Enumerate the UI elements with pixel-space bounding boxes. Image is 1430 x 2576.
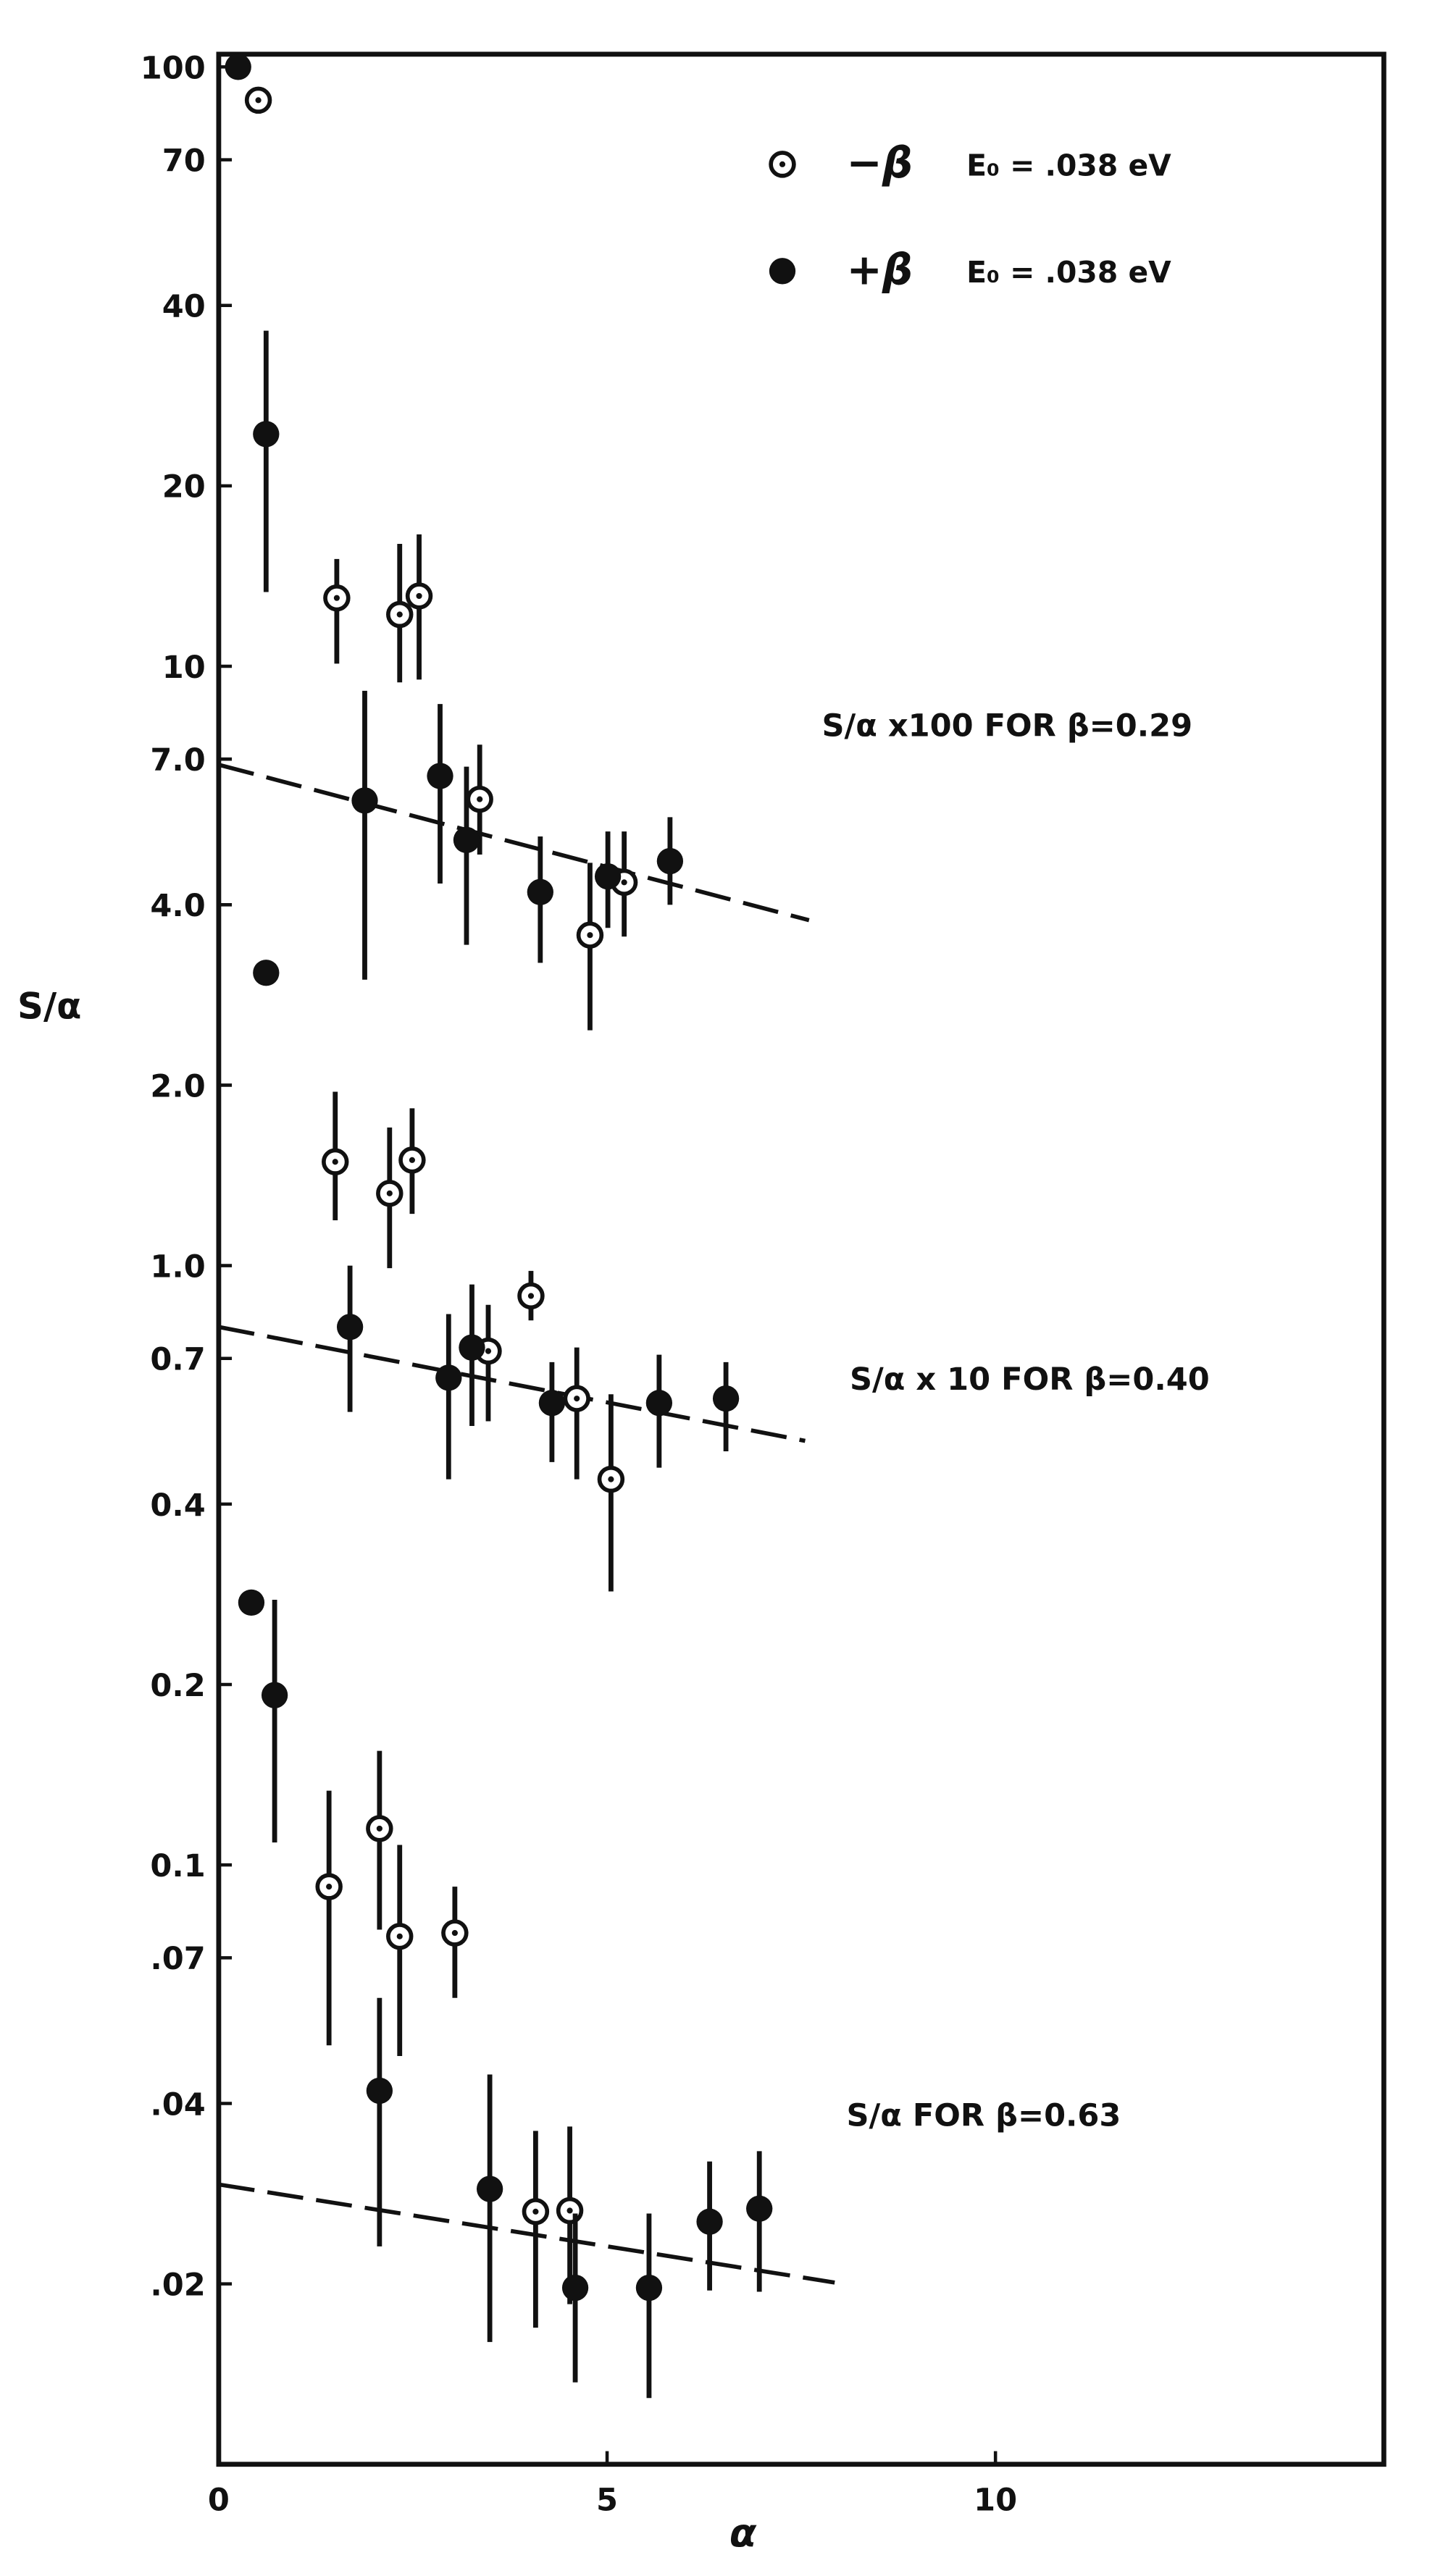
- point-dot: [326, 1884, 333, 1890]
- y-tick-label: 2.0: [150, 1068, 205, 1104]
- point-dot: [608, 1476, 614, 1482]
- point: [435, 1364, 462, 1391]
- y-tick-label: 7.0: [150, 742, 205, 779]
- point-dot: [477, 796, 483, 802]
- point: [459, 1334, 485, 1361]
- point: [656, 847, 684, 875]
- point: [527, 878, 553, 905]
- point-dot: [396, 1933, 403, 1939]
- y-tick-label: 20: [162, 469, 206, 505]
- point: [538, 1390, 566, 1417]
- y-tick-label: .04: [150, 2086, 205, 2123]
- point-dot: [527, 1293, 535, 1299]
- y-tick-label: 0.7: [150, 1342, 205, 1378]
- y-tick-label: 1.0: [150, 1249, 205, 1285]
- point-dot: [566, 2207, 573, 2214]
- x-tick-label: 5: [596, 2482, 618, 2518]
- y-tick-label: .07: [150, 1941, 205, 1977]
- y-tick-label: 40: [162, 289, 206, 325]
- point-dot: [386, 1190, 393, 1196]
- legend-label: +β: [846, 244, 913, 294]
- plot-frame: [216, 51, 1387, 2467]
- y-tick-label: 0.4: [150, 1488, 205, 1524]
- point-dot: [396, 611, 403, 618]
- point: [561, 2274, 589, 2302]
- y-tick-label: .02: [150, 2267, 205, 2303]
- point-dot: [333, 595, 340, 601]
- point: [712, 1385, 740, 1412]
- point: [351, 787, 378, 814]
- point-dot: [587, 932, 593, 939]
- point-dot: [255, 97, 262, 104]
- point-dot: [376, 1825, 382, 1832]
- point: [427, 763, 453, 789]
- point: [253, 421, 280, 448]
- y-axis-label: S/α: [17, 985, 81, 1027]
- y-tick-label: 70: [162, 143, 206, 179]
- point: [635, 2274, 663, 2302]
- point: [476, 2176, 503, 2202]
- point: [696, 2208, 723, 2235]
- point-dot: [409, 1157, 415, 1163]
- point: [238, 1589, 265, 1616]
- point-dot: [416, 592, 422, 600]
- point: [366, 2077, 393, 2105]
- y-tick-label: 10: [162, 650, 206, 686]
- x-axis-label: α: [729, 2509, 757, 2556]
- point: [336, 1314, 364, 1341]
- y-tick-label: 0.1: [150, 1848, 205, 1884]
- y-tick-label: 0.2: [150, 1668, 205, 1704]
- fit-line: [218, 1325, 806, 1443]
- point: [746, 2195, 773, 2222]
- point: [453, 826, 480, 854]
- fit-line: [218, 2182, 835, 2285]
- point: [225, 54, 251, 80]
- y-tick-label: 4.0: [150, 888, 205, 924]
- x-tick-label: 10: [974, 2482, 1017, 2518]
- legend-marker-dot: [779, 161, 786, 167]
- annotation: S/α x100 FOR β=0.29: [821, 708, 1192, 744]
- legend-marker: [769, 258, 796, 285]
- fit-line: [218, 763, 810, 923]
- legend-label: −β: [846, 138, 913, 188]
- point-dot: [574, 1396, 580, 1402]
- annotation: S/α x 10 FOR β=0.40: [850, 1362, 1210, 1398]
- x-tick-label: 0: [208, 2482, 230, 2518]
- point-dot: [532, 2208, 539, 2215]
- point-dot: [332, 1159, 338, 1165]
- legend-note: E₀ = .038 eV: [966, 148, 1171, 183]
- point: [645, 1390, 673, 1417]
- point-dot: [485, 1348, 492, 1354]
- annotation: S/α FOR β=0.63: [846, 2097, 1121, 2134]
- point-dot: [451, 1930, 458, 1937]
- point-dot: [621, 879, 627, 886]
- point: [253, 960, 280, 986]
- point: [261, 1682, 288, 1708]
- y-tick-label: 100: [141, 50, 206, 86]
- legend-note: E₀ = .038 eV: [966, 255, 1171, 290]
- point: [594, 863, 622, 890]
